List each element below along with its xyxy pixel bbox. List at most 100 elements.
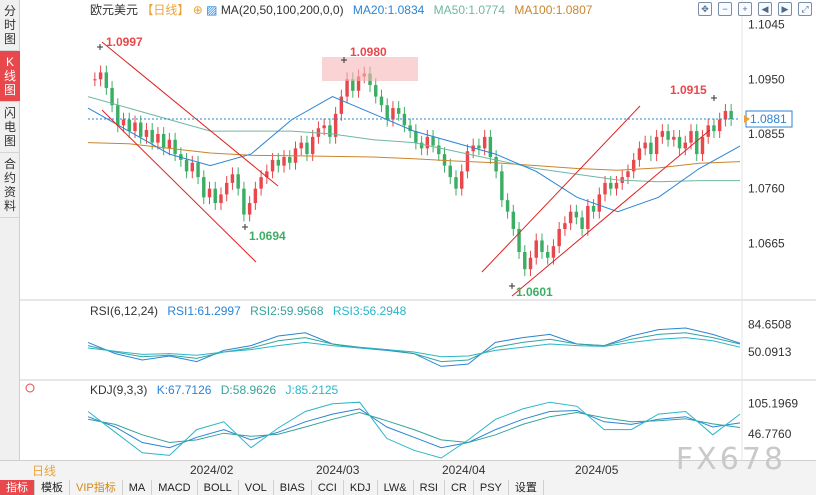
ma-indicator-icon[interactable]: ▨: [206, 3, 218, 17]
ma20-line: [87, 96, 741, 213]
candle-body: [482, 136, 487, 149]
candle-body: [534, 240, 538, 258]
indicator-tab-cci[interactable]: CCI: [311, 480, 344, 495]
candle-body: [454, 177, 458, 189]
candle-body: [695, 131, 699, 155]
period-label[interactable]: 【日线】: [141, 3, 190, 17]
candle-body: [683, 142, 687, 149]
zoom-out-icon[interactable]: −: [718, 2, 732, 16]
candle-body: [322, 125, 326, 129]
settings-icon[interactable]: ⊕: [192, 3, 203, 17]
ma50-value: MA50:1.0774: [433, 3, 506, 17]
candle-body: [408, 125, 412, 132]
candle-body: [144, 129, 149, 137]
candle-body: [402, 113, 407, 126]
candle-body: [110, 87, 114, 106]
candle-body: [425, 136, 430, 149]
candle-body: [563, 223, 567, 229]
rsi-header: RSI(6,12,24) RSI1:61.2997 RSI2:59.9568 R…: [90, 303, 406, 319]
indicator-tab-boll[interactable]: BOLL: [197, 480, 239, 495]
move-left-icon[interactable]: ◀: [758, 2, 772, 16]
zoom-in-icon[interactable]: +: [738, 2, 752, 16]
candle-body: [98, 72, 103, 80]
rsi3-value: RSI3:56.2948: [332, 304, 407, 318]
indicator-tab-[interactable]: 指标: [0, 480, 35, 495]
resistance-zone: [322, 57, 418, 81]
candle-body: [603, 182, 607, 195]
candle-body: [213, 188, 217, 204]
date-axis: 2024/02 2024/03 2024/04 2024/05: [90, 461, 816, 479]
indicator-tab-[interactable]: 设置: [508, 480, 544, 495]
current-price-label: 1.0881: [750, 112, 787, 126]
candle-body: [156, 133, 160, 143]
candle-body: [356, 76, 361, 91]
candle-body: [236, 174, 240, 189]
ma100-value: MA100:1.0807: [514, 3, 593, 17]
candle-body: [637, 148, 642, 160]
candle-body: [230, 174, 235, 183]
indicator-tab-cr[interactable]: CR: [444, 480, 474, 495]
candle-body: [700, 136, 705, 155]
crosshair-icon[interactable]: ✥: [698, 2, 712, 16]
price-arrow-icon: [744, 115, 750, 124]
candle-body: [184, 159, 189, 172]
ma20-value: MA20:1.0834: [352, 3, 425, 17]
trendline-up-upper: [481, 105, 641, 273]
date-label: 2024/03: [316, 463, 360, 477]
candle-body: [488, 136, 493, 157]
indicator-tab-macd[interactable]: MACD: [152, 480, 198, 495]
indicator-tab-lw[interactable]: LW&: [377, 480, 414, 495]
candle-body: [677, 136, 682, 149]
candle-body: [173, 139, 177, 155]
chart-canvas[interactable]: 1.1045 1.0950 1.0855 1.0760 1.0665 1.0881 1.09…: [20, 0, 816, 460]
side-tab-0[interactable]: 分时图: [0, 0, 20, 51]
candle-body: [150, 129, 154, 143]
candle-body: [310, 136, 315, 155]
candle-body: [190, 162, 195, 172]
candle-body: [574, 211, 579, 218]
ma100-line: [87, 142, 741, 171]
indicator-tab-ma[interactable]: MA: [122, 480, 153, 495]
candle-body: [626, 171, 630, 178]
candle-body: [649, 142, 653, 155]
candle-body: [431, 136, 435, 146]
candle-body: [385, 105, 389, 120]
candle-body: [374, 85, 378, 97]
indicator-tab-vol[interactable]: VOL: [238, 480, 274, 495]
chart-area: 1.1045 1.0950 1.0855 1.0760 1.0665 1.0881 1.09…: [20, 0, 816, 460]
candle-body: [167, 139, 172, 149]
candle-body: [351, 79, 355, 91]
indicator-tab-bias[interactable]: BIAS: [273, 480, 312, 495]
trendline-down-lower: [101, 109, 257, 263]
side-tab-2[interactable]: 闪电图: [0, 102, 20, 153]
date-label: 2024/04: [442, 463, 486, 477]
candle-body: [328, 125, 332, 137]
candle-body: [196, 162, 200, 178]
indicator-tab-rsi[interactable]: RSI: [413, 480, 445, 495]
indicator-tab-vip[interactable]: VIP指标: [70, 480, 123, 495]
candle-body: [643, 142, 647, 149]
low2-label: 1.0601: [516, 285, 553, 299]
fullscreen-icon[interactable]: ⤢: [798, 2, 812, 16]
period-tag[interactable]: 日线: [32, 464, 57, 478]
candle-body: [471, 145, 475, 152]
candle-body: [609, 182, 613, 189]
indicator-tab-psy[interactable]: PSY: [473, 480, 509, 495]
candle-body: [597, 194, 602, 212]
side-tab-3[interactable]: 合约资料: [0, 153, 20, 218]
candle-body: [270, 159, 275, 172]
move-right-icon[interactable]: ▶: [778, 2, 792, 16]
candle-body: [437, 145, 441, 155]
kdj-tick-label: 105.1969: [748, 397, 798, 411]
indicator-tab-kdj[interactable]: KDJ: [343, 480, 378, 495]
trendline-up-lower: [511, 129, 711, 297]
price-tick-label: 1.0950: [748, 72, 785, 86]
indicator-tab-[interactable]: 模板: [35, 480, 70, 495]
candle-body: [586, 205, 590, 229]
candle-body: [333, 113, 338, 137]
high3-label: 1.0915: [670, 83, 707, 97]
candle-body: [396, 108, 401, 114]
candle-body: [712, 125, 716, 132]
candle-body: [379, 96, 384, 106]
